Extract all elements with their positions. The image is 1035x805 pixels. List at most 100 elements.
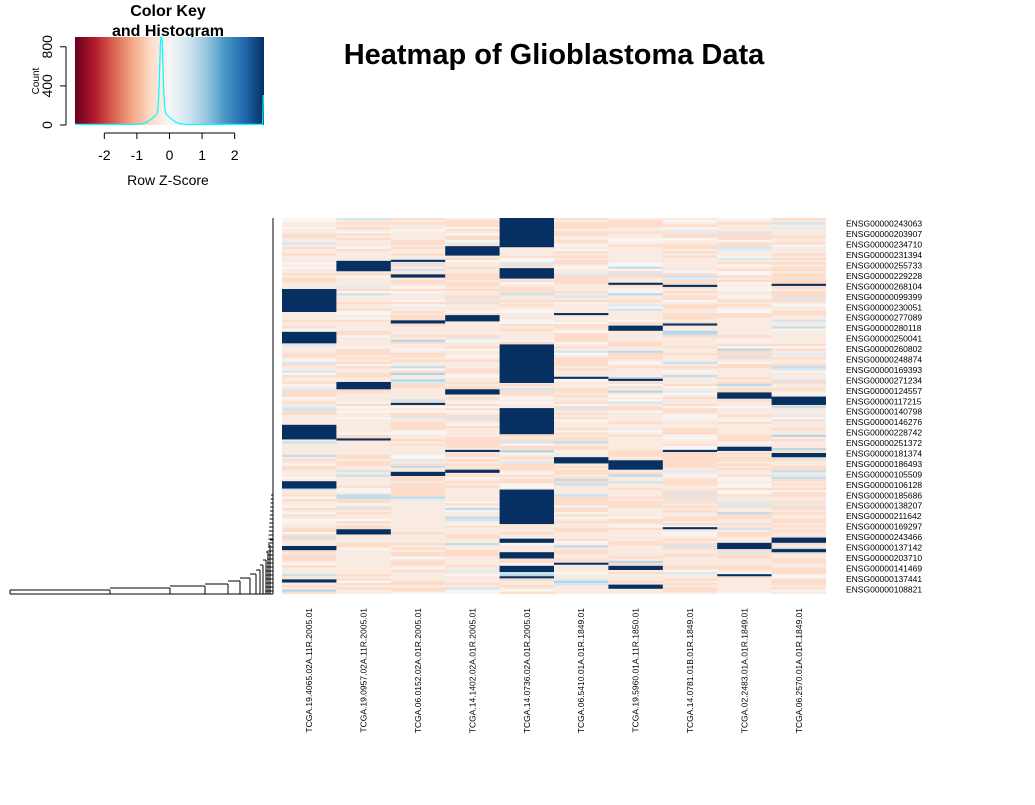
heatmap-cell <box>554 295 609 298</box>
heatmap-cell <box>282 390 337 393</box>
heatmap-cell <box>662 525 718 528</box>
heatmap-cell <box>445 346 500 349</box>
row-label: ENSG00000186493 <box>846 459 922 469</box>
heatmap-cell <box>608 344 663 347</box>
heatmap-cell <box>499 392 554 395</box>
heatmap-cell <box>554 521 609 524</box>
heatmap-cell <box>336 302 391 305</box>
heatmap-cell <box>336 330 391 334</box>
heatmap-cell <box>282 521 337 524</box>
heatmap-cell <box>336 246 391 249</box>
heatmap-cell <box>608 540 663 544</box>
heatmap-cell <box>771 328 826 331</box>
heatmap-cell <box>608 304 663 307</box>
heatmap-cell <box>771 366 826 369</box>
heatmap-cell <box>717 295 772 298</box>
heatmap-cell <box>608 383 663 387</box>
heatmap-cell <box>499 324 554 327</box>
heatmap-cell <box>554 282 609 285</box>
heatmap-cell <box>771 428 826 431</box>
heatmap-cell <box>390 494 446 497</box>
heatmap-cell <box>390 229 446 232</box>
heatmap-cell <box>499 264 554 267</box>
heatmap-high-block <box>499 218 554 248</box>
heatmap-cell <box>554 244 609 247</box>
heatmap-cell <box>282 370 337 373</box>
heatmap-cell <box>445 543 500 546</box>
heatmap-cell <box>554 277 609 280</box>
heatmap-cell <box>336 494 391 497</box>
heatmap-cell <box>608 401 663 404</box>
heatmap-cell <box>662 295 718 298</box>
heatmap-cell <box>499 441 554 444</box>
heatmap-cell <box>445 406 500 409</box>
heatmap-cell <box>554 330 609 334</box>
heatmap-cell <box>499 481 554 484</box>
heatmap-cell <box>554 512 609 515</box>
heatmap-cell <box>282 410 337 413</box>
heatmap-cell <box>717 503 772 506</box>
heatmap-cell <box>445 339 500 342</box>
heatmap-cell <box>445 313 500 316</box>
heatmap-cell <box>390 425 446 429</box>
heatmap-cell <box>662 282 718 285</box>
heatmap-cell <box>499 560 554 564</box>
heatmap-cell <box>608 516 663 519</box>
heatmap-cell <box>445 226 500 230</box>
heatmap-cell <box>771 518 826 522</box>
heatmap-cell <box>771 580 826 583</box>
heatmap-cell <box>608 319 663 322</box>
heatmap-cell <box>390 401 446 404</box>
heatmap-cell <box>336 366 391 369</box>
heatmap-cell <box>554 538 609 541</box>
heatmap-cell <box>717 248 772 252</box>
heatmap-cell <box>608 222 663 225</box>
row-label: ENSG00000228742 <box>846 428 922 438</box>
heatmap-cell <box>390 379 446 382</box>
heatmap-cell <box>282 441 337 444</box>
heatmap-cell <box>336 335 391 338</box>
heatmap-cell <box>717 436 772 440</box>
heatmap-cell <box>554 251 609 254</box>
heatmap-cell <box>282 242 337 245</box>
heatmap-high-block <box>499 268 554 279</box>
heatmap-cell <box>336 527 391 530</box>
heatmap-cell <box>717 271 772 274</box>
heatmap-cell <box>554 401 609 404</box>
heatmap-cell <box>390 456 446 460</box>
heatmap-cell <box>282 352 337 356</box>
heatmap-cell <box>717 357 772 360</box>
heatmap-cell <box>662 246 718 249</box>
chart-title: Heatmap of Glioblastoma Data <box>344 39 765 71</box>
heatmap-cell <box>717 233 772 236</box>
heatmap-cell <box>445 485 500 488</box>
heatmap-cell <box>771 226 826 230</box>
heatmap-cell <box>445 582 500 586</box>
heatmap-cell <box>717 512 772 515</box>
heatmap-high-block <box>390 471 446 476</box>
heatmap-high-block <box>608 584 663 589</box>
heatmap-cell <box>390 222 446 225</box>
heatmap-cell <box>717 439 772 442</box>
heatmap-cell <box>390 352 446 356</box>
heatmap-cell <box>445 574 500 577</box>
heatmap-cell <box>445 410 500 413</box>
heatmap-cell <box>771 578 826 581</box>
heatmap-cell <box>499 401 554 404</box>
heatmap-cell <box>662 494 718 497</box>
heatmap-cell <box>554 551 609 555</box>
heatmap-cell <box>445 403 500 406</box>
heatmap-high-block <box>445 449 500 452</box>
heatmap-cell <box>717 381 772 384</box>
heatmap-cell <box>554 498 609 502</box>
heatmap-cell <box>608 355 663 358</box>
heatmap-cell <box>282 532 337 535</box>
heatmap-cell <box>282 262 337 265</box>
heatmap-cell <box>445 505 500 508</box>
heatmap-cell <box>336 406 391 409</box>
heatmap-cell <box>390 383 446 387</box>
heatmap-cell <box>390 547 446 550</box>
heatmap-cell <box>390 262 446 265</box>
heatmap-cell <box>390 399 446 402</box>
heatmap-cell <box>771 235 826 238</box>
